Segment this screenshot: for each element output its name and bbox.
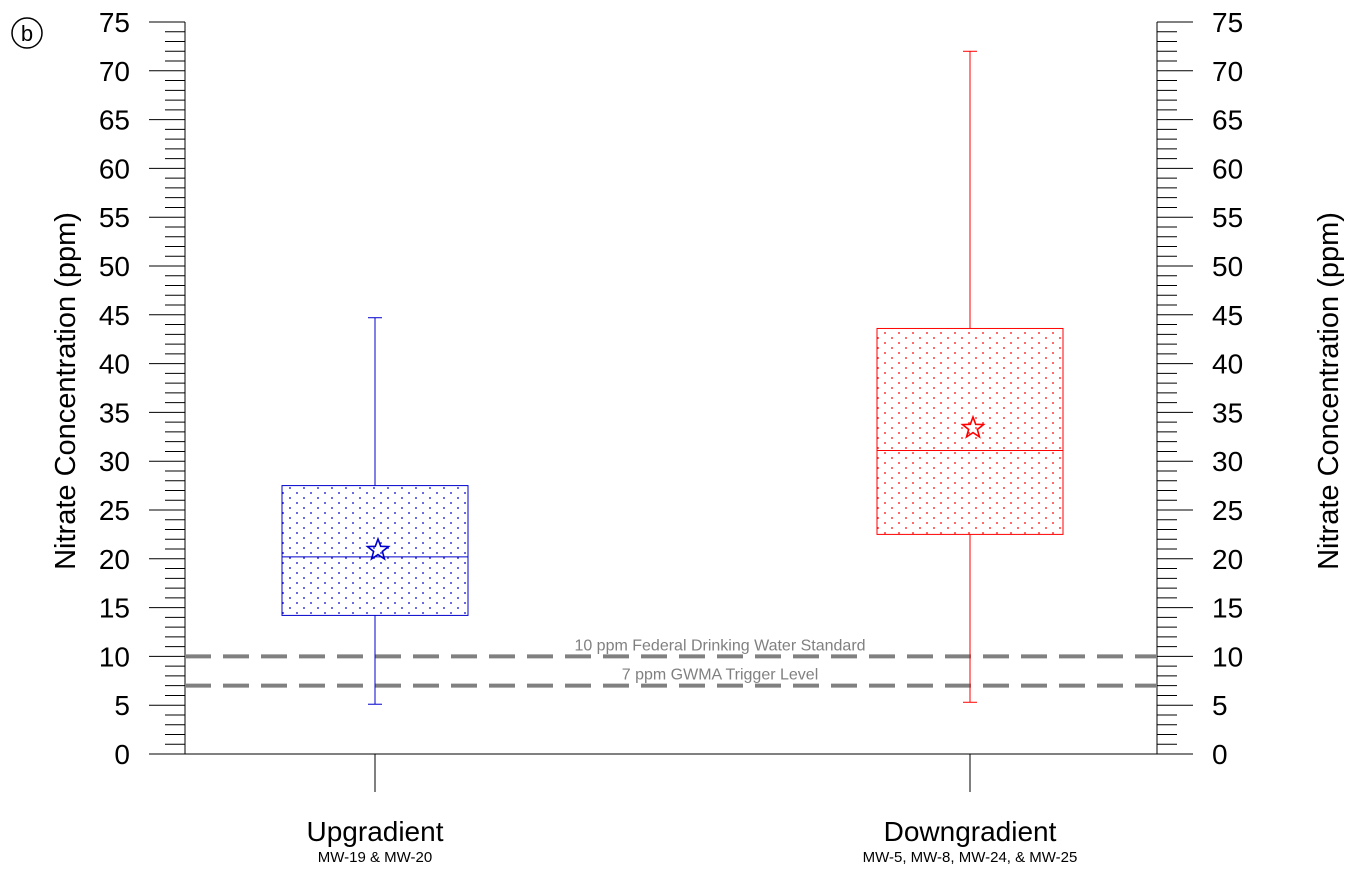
left-tick-label: 35 bbox=[99, 397, 130, 428]
right-tick-label: 70 bbox=[1212, 56, 1243, 87]
left-tick-label: 60 bbox=[99, 153, 130, 184]
left-y-axis-title: Nitrate Concentration (ppm) bbox=[50, 212, 82, 570]
left-tick-label: 50 bbox=[99, 251, 130, 282]
left-tick-label: 55 bbox=[99, 202, 130, 233]
right-y-axis-title: Nitrate Concentration (ppm) bbox=[1313, 212, 1345, 570]
category-sublabel-downgradient: MW-5, MW-8, MW-24, & MW-25 bbox=[863, 849, 1078, 866]
mean-star-marker bbox=[365, 536, 391, 561]
panel-label: b bbox=[11, 17, 43, 49]
left-tick-label: 25 bbox=[99, 495, 130, 526]
right-tick-label: 55 bbox=[1212, 202, 1243, 233]
mean-star-marker bbox=[960, 414, 986, 439]
reference-lines: 10 ppm Federal Drinking Water Standard 7 … bbox=[185, 637, 1157, 688]
reference-line-label-7ppm: 7 ppm GWMA Trigger Level bbox=[622, 667, 819, 684]
left-tick-label: 40 bbox=[99, 349, 130, 380]
right-tick-label: 65 bbox=[1212, 105, 1243, 136]
left-tick-label: 65 bbox=[99, 105, 130, 136]
right-tick-label: 40 bbox=[1212, 349, 1243, 380]
left-tick-label: 45 bbox=[99, 300, 130, 331]
box-downgradient bbox=[876, 50, 1064, 703]
left-tick-label: 30 bbox=[99, 446, 130, 477]
axes bbox=[184, 22, 1158, 755]
x-category-labels: Upgradient MW-19 & MW-20 Downgradient MW… bbox=[307, 754, 1078, 866]
reference-line-label-10ppm: 10 ppm Federal Drinking Water Standard bbox=[574, 637, 865, 654]
right-tick-label: 15 bbox=[1212, 593, 1243, 624]
panel-label-text: b bbox=[21, 21, 33, 46]
left-tick-label: 20 bbox=[99, 544, 130, 575]
left-tick-label: 75 bbox=[99, 7, 130, 38]
right-tick-label: 75 bbox=[1212, 7, 1243, 38]
box-series bbox=[281, 50, 1064, 705]
right-tick-label: 45 bbox=[1212, 300, 1243, 331]
box-upgradient bbox=[281, 317, 469, 705]
category-label-downgradient: Downgradient bbox=[884, 816, 1057, 847]
category-sublabel-upgradient: MW-19 & MW-20 bbox=[318, 849, 432, 866]
left-y-ticks: 0 5 10 15 20 25 30 35 40 45 50 55 60 65 70 75 bbox=[99, 7, 185, 770]
interquartile-box bbox=[281, 485, 469, 616]
panel-label-circle bbox=[11, 17, 43, 49]
left-tick-label: 70 bbox=[99, 56, 130, 87]
right-tick-label: 20 bbox=[1212, 544, 1243, 575]
left-tick-label: 0 bbox=[114, 739, 130, 770]
right-tick-label: 5 bbox=[1212, 690, 1228, 721]
right-y-ticks: 0 5 10 15 20 25 30 35 40 45 50 55 60 65 70 75 bbox=[1157, 7, 1243, 770]
right-tick-label: 30 bbox=[1212, 446, 1243, 477]
right-tick-label: 10 bbox=[1212, 641, 1243, 672]
left-tick-label: 5 bbox=[114, 690, 130, 721]
right-tick-label: 25 bbox=[1212, 495, 1243, 526]
left-tick-label: 15 bbox=[99, 593, 130, 624]
right-tick-label: 50 bbox=[1212, 251, 1243, 282]
left-tick-label: 10 bbox=[99, 641, 130, 672]
right-tick-label: 35 bbox=[1212, 397, 1243, 428]
right-tick-label: 60 bbox=[1212, 153, 1243, 184]
interquartile-box bbox=[876, 327, 1064, 535]
category-label-upgradient: Upgradient bbox=[307, 816, 444, 847]
right-tick-label: 0 bbox=[1212, 739, 1228, 770]
